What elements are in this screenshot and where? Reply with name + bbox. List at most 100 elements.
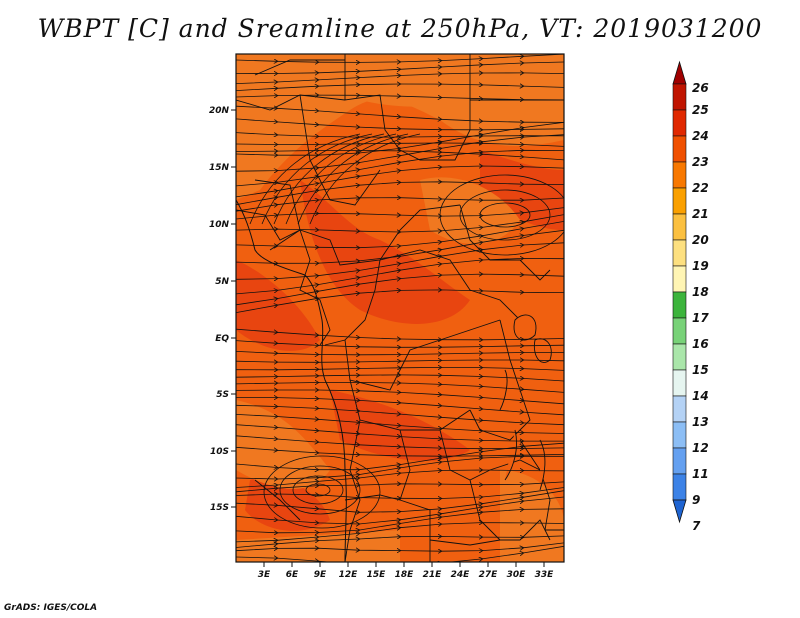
colorbar-label: 14 (692, 389, 709, 403)
x-tick-label: 18E (395, 570, 415, 580)
y-tick: 5S (216, 390, 236, 400)
y-tick: 5N (215, 277, 236, 287)
streamline (236, 198, 564, 212)
colorbar-swatch (672, 135, 687, 163)
colorbar-swatch (672, 343, 687, 371)
y-tick: 10S (210, 447, 236, 457)
colorbar-swatch (672, 109, 687, 137)
streamline (297, 133, 409, 225)
colorbar-swatch (672, 473, 687, 501)
streamline (236, 73, 564, 84)
streamline (309, 133, 421, 225)
x-tick-label: 33E (535, 570, 555, 580)
colorbar-swatch (672, 395, 687, 423)
colorbar-label: 26 (692, 81, 709, 95)
colorbar-label: 11 (692, 467, 709, 481)
footer-credit: GrADS: IGES/COLA (4, 603, 98, 613)
colorbar-label: 20 (692, 233, 709, 247)
colorbar-label: 9 (692, 493, 700, 507)
x-tick: 18E (395, 562, 415, 580)
streamline (236, 351, 564, 354)
colorbar-label: 15 (692, 363, 709, 377)
x-tick-label: 30E (507, 570, 527, 580)
colorbar-swatch (672, 265, 687, 293)
colorbar-swatch (672, 421, 687, 449)
streamline (236, 367, 564, 370)
x-tick: 12E (339, 562, 359, 580)
colorbar-label: 7 (692, 519, 701, 533)
colorbar-label: 22 (692, 181, 709, 195)
y-tick-label: 15N (209, 163, 230, 173)
x-tick: 30E (507, 562, 527, 580)
colorbar-swatch (672, 83, 687, 111)
x-tick: 6E (286, 562, 299, 580)
x-tick: 33E (535, 562, 555, 580)
streamline (236, 360, 564, 362)
x-axis: 3E 6E 9E 12E 15E 18E 21E 24E (258, 562, 554, 580)
y-tick-label: 10S (210, 447, 229, 457)
y-tick-label: 20N (209, 106, 230, 116)
map-title: WBPT [C] and Sreamline at 250hPa, VT: 20… (37, 14, 763, 43)
colorbar-swatch (672, 161, 687, 189)
x-tick-label: 15E (367, 570, 387, 580)
y-tick: 15S (210, 503, 236, 513)
y-tick: EQ (215, 334, 236, 344)
cyclone-vortex (263, 174, 564, 529)
x-tick-label: 6E (286, 570, 299, 580)
colorbar-label: 17 (692, 311, 709, 325)
x-tick-label: 12E (339, 570, 359, 580)
y-tick: 10N (209, 220, 236, 230)
streamline (236, 328, 564, 340)
y-tick: 20N (209, 106, 236, 116)
y-tick: 15N (209, 163, 236, 173)
y-tick-label: EQ (215, 334, 229, 344)
colorbar-label: 12 (692, 441, 709, 455)
streamline (249, 133, 361, 225)
streamline (236, 182, 564, 206)
plot-area (236, 54, 564, 562)
colorbar-label: 23 (692, 155, 709, 169)
x-tick-label: 9E (314, 570, 327, 580)
streamline (236, 375, 564, 382)
colorbar-swatch (672, 213, 687, 241)
colorbar-swatch (672, 187, 687, 215)
streamlines (236, 54, 564, 562)
streamline (236, 340, 564, 348)
streamline (236, 482, 564, 493)
x-tick-label: 27E (479, 570, 499, 580)
colorbar-swatch (672, 239, 687, 267)
streamline (236, 84, 564, 91)
y-tick-label: 15S (210, 503, 229, 513)
y-axis: 20N 15N 10N 5N EQ 5S 10S 15S (209, 106, 236, 513)
x-tick: 24E (451, 562, 471, 580)
x-tick: 9E (314, 562, 327, 580)
colorbar-swatch (672, 291, 687, 319)
streamline (236, 542, 564, 551)
y-tick-label: 5S (216, 390, 229, 400)
y-tick-label: 5N (215, 277, 229, 287)
colorbar-label: 18 (692, 285, 709, 299)
x-tick-label: 24E (451, 570, 471, 580)
colorbar-label: 25 (692, 103, 709, 117)
colorbar-label: 24 (692, 129, 709, 143)
x-tick-label: 21E (423, 570, 443, 580)
colorbar-swatch (672, 369, 687, 397)
colorbar-label: 19 (692, 259, 709, 273)
colorbar-label: 13 (692, 415, 709, 429)
streamline (285, 133, 397, 225)
colorbar-label: 16 (692, 337, 709, 351)
streamline (236, 545, 564, 562)
x-tick: 21E (423, 562, 443, 580)
colorbar-label: 21 (692, 207, 709, 221)
streamline (236, 207, 564, 220)
x-tick-label: 3E (258, 570, 271, 580)
colorbar-swatch (672, 447, 687, 475)
streamline (236, 95, 564, 100)
y-tick-label: 10N (209, 220, 230, 230)
plot-frame (235, 53, 565, 563)
streamline (261, 133, 373, 225)
colorbar: 26 25 24 23 22 21 20 19 18 17 16 15 14 13 12 11 9 7 (672, 60, 709, 533)
colorbar-arrow-top (672, 60, 687, 85)
streamline (273, 133, 385, 225)
